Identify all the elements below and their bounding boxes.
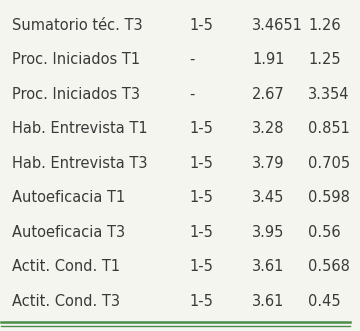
Text: 3.28: 3.28 — [252, 121, 285, 136]
Text: Sumatorio téc. T3: Sumatorio téc. T3 — [12, 18, 143, 33]
Text: 1.25: 1.25 — [308, 52, 341, 67]
Text: Actit. Cond. T3: Actit. Cond. T3 — [12, 294, 120, 308]
Text: 3.61: 3.61 — [252, 259, 285, 274]
Text: 3.95: 3.95 — [252, 224, 285, 240]
Text: 2.67: 2.67 — [252, 87, 285, 102]
Text: 3.79: 3.79 — [252, 156, 285, 171]
Text: Autoeficacia T3: Autoeficacia T3 — [12, 224, 125, 240]
Text: Hab. Entrevista T1: Hab. Entrevista T1 — [12, 121, 148, 136]
Text: 1-5: 1-5 — [190, 121, 213, 136]
Text: 0.56: 0.56 — [308, 224, 341, 240]
Text: 1-5: 1-5 — [190, 259, 213, 274]
Text: 0.568: 0.568 — [308, 259, 350, 274]
Text: Proc. Iniciados T1: Proc. Iniciados T1 — [12, 52, 140, 67]
Text: 3.61: 3.61 — [252, 294, 285, 308]
Text: 1-5: 1-5 — [190, 190, 213, 205]
Text: -: - — [190, 87, 195, 102]
Text: 0.45: 0.45 — [308, 294, 341, 308]
Text: 0.705: 0.705 — [308, 156, 350, 171]
Text: 0.598: 0.598 — [308, 190, 350, 205]
Text: 1-5: 1-5 — [190, 224, 213, 240]
Text: Hab. Entrevista T3: Hab. Entrevista T3 — [12, 156, 147, 171]
Text: 1-5: 1-5 — [190, 156, 213, 171]
Text: 0.851: 0.851 — [308, 121, 350, 136]
Text: -: - — [190, 52, 195, 67]
Text: 1-5: 1-5 — [190, 18, 213, 33]
Text: Autoeficacia T1: Autoeficacia T1 — [12, 190, 125, 205]
Text: 1.91: 1.91 — [252, 52, 285, 67]
Text: 3.45: 3.45 — [252, 190, 285, 205]
Text: 3.4651: 3.4651 — [252, 18, 303, 33]
Text: 1-5: 1-5 — [190, 294, 213, 308]
Text: 1.26: 1.26 — [308, 18, 341, 33]
Text: 3.354: 3.354 — [308, 87, 350, 102]
Text: Actit. Cond. T1: Actit. Cond. T1 — [12, 259, 120, 274]
Text: Proc. Iniciados T3: Proc. Iniciados T3 — [12, 87, 140, 102]
